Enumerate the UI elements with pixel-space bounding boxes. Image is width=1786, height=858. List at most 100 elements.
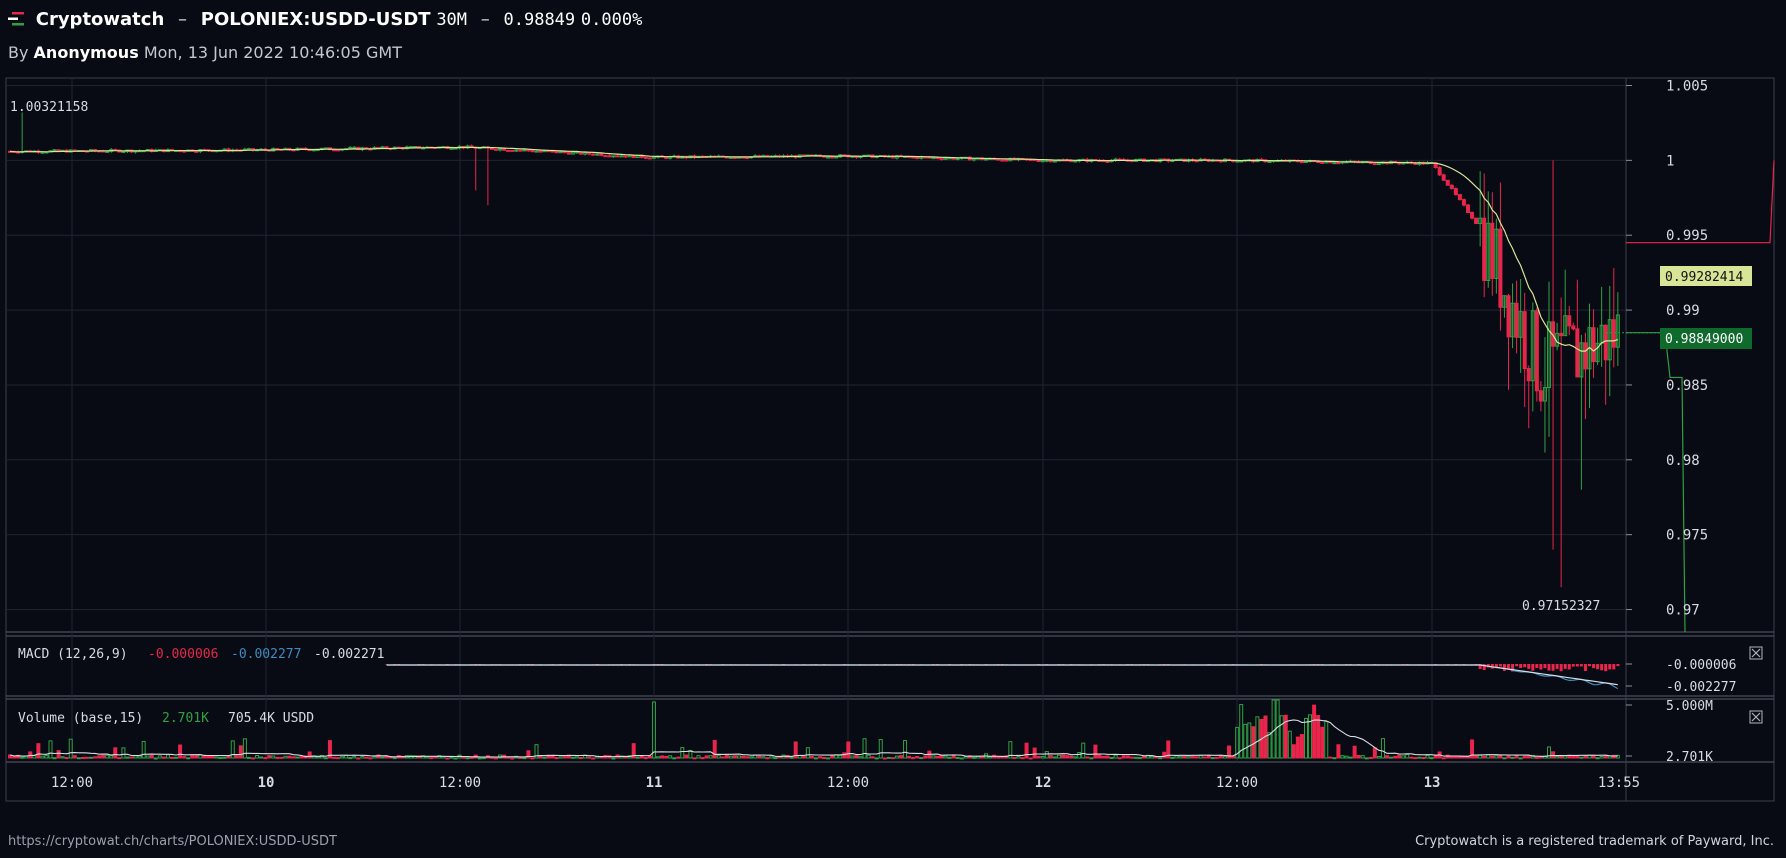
volume-bar (1429, 757, 1434, 760)
volume-bar (1036, 756, 1041, 759)
volume-bar (1417, 756, 1422, 759)
macd-histogram-bar (814, 664, 818, 665)
macd-histogram-bar (1551, 664, 1555, 671)
candle (1522, 292, 1527, 408)
candle (591, 152, 596, 156)
candle (1526, 365, 1531, 429)
macd-histogram-bar (1527, 664, 1531, 669)
candle (1538, 381, 1543, 412)
volume-bar (109, 755, 114, 759)
candle (1587, 303, 1592, 409)
volume-bar (364, 756, 369, 759)
candle (1470, 211, 1475, 220)
volume-bar (1125, 755, 1130, 759)
volume-bar (327, 740, 332, 759)
volume-bar (336, 757, 341, 760)
volume-bar (218, 756, 223, 759)
chart-canvas[interactable]: 12:00 10 12:00 11 12:00 12 12:00 13 13:55 1.005 1 0… (0, 0, 1786, 830)
volume-bar (1482, 755, 1487, 759)
macd-close-button[interactable] (1749, 646, 1763, 660)
volume-bar (1024, 742, 1029, 759)
macd-histogram-bar (1102, 664, 1105, 665)
volume-bar (89, 756, 93, 759)
macd-histogram-bar (1162, 664, 1166, 665)
volume-bar (64, 757, 69, 760)
price-pane[interactable] (8, 112, 1775, 633)
volume-bar (1093, 744, 1098, 759)
macd-histogram-bar (1357, 664, 1361, 665)
volume-bar (242, 738, 247, 759)
macd-histogram-bar (1579, 664, 1583, 667)
y-tick-label: 0.97 (1666, 603, 1700, 619)
volume-bar (453, 757, 458, 760)
candle (165, 148, 170, 153)
volume-bar (153, 757, 158, 760)
volume-bar (1494, 755, 1499, 759)
volume-bar (1121, 755, 1126, 759)
volume-bar (1247, 722, 1252, 759)
macd-pane[interactable] (385, 664, 1620, 690)
volume-base-value: 2.701K (162, 711, 209, 726)
volume-bar (558, 756, 563, 759)
candle (595, 153, 600, 156)
volume-bar (591, 757, 596, 760)
sma-line (9, 146, 1618, 352)
macd-line (386, 664, 1619, 690)
volume-bar (522, 757, 527, 760)
volume-bar (352, 756, 357, 759)
macd-histogram-bar (1583, 664, 1587, 672)
macd-histogram-bar (1604, 664, 1608, 672)
title-dash: – (178, 9, 188, 30)
volume-bar (886, 756, 891, 759)
candle (1320, 161, 1325, 164)
macd-hist-value: -0.002271 (314, 647, 384, 662)
volume-bar (777, 756, 782, 759)
candle (1615, 292, 1620, 366)
candle (1332, 162, 1337, 165)
volume-bar (149, 754, 154, 759)
volume-bar (1235, 726, 1240, 759)
candle (1547, 281, 1551, 437)
candle (1052, 160, 1057, 163)
volume-bar (745, 756, 750, 759)
volume-bar (186, 757, 191, 760)
candle (502, 148, 507, 151)
candle (1551, 160, 1556, 550)
volume-bar (157, 755, 162, 759)
x-tick-label: 12 (1035, 775, 1052, 791)
volume-bar (1129, 756, 1134, 759)
macd-histogram-bar (1555, 664, 1559, 669)
volume-bar (1425, 754, 1430, 759)
candle (1304, 160, 1308, 163)
volume-bar (315, 756, 320, 759)
macd-histogram-bar (1000, 664, 1004, 665)
volume-bar (279, 756, 284, 759)
volume-bar (1332, 757, 1337, 760)
volume-bar (931, 755, 936, 759)
grid-layer (6, 78, 1774, 801)
macd-histogram-bar (1462, 664, 1466, 665)
volume-bar (668, 755, 673, 759)
y-tick-label: 0.975 (1666, 528, 1708, 544)
volume-bar (267, 755, 272, 759)
volume-bar (1109, 756, 1114, 759)
volume-bar (161, 756, 166, 759)
volume-pane[interactable] (8, 699, 1620, 760)
volume-bar (121, 747, 126, 759)
volume-bar (631, 743, 636, 759)
volume-close-button[interactable] (1749, 710, 1763, 724)
volume-bar (137, 755, 142, 759)
volume-bar (230, 740, 235, 759)
volume-bar (647, 755, 652, 759)
candle (931, 157, 936, 160)
volume-bar (1174, 755, 1179, 759)
volume-bar (477, 757, 482, 760)
volume-bar (1210, 757, 1215, 760)
volume-bar (518, 756, 523, 759)
volume-bar (696, 755, 701, 759)
macd-histogram-bar (1571, 664, 1575, 667)
volume-bar (1255, 716, 1260, 759)
candle (1567, 305, 1572, 336)
volume-bar (190, 755, 195, 759)
chart-url[interactable]: https://cryptowat.ch/charts/POLONIEX:USD… (8, 834, 337, 849)
